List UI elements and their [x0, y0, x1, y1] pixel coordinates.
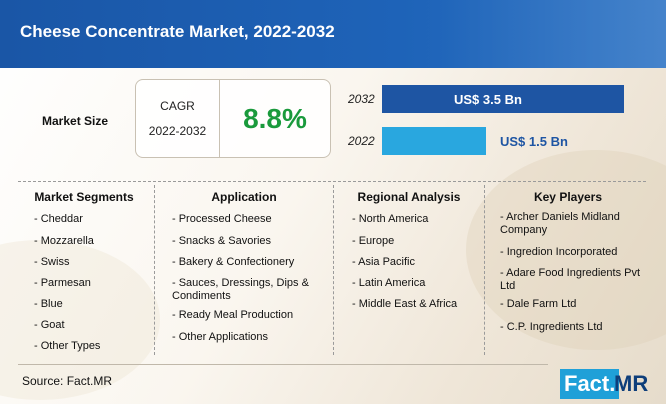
- section-divider: [18, 181, 646, 182]
- list-item: - Ingredion Incorporated: [500, 246, 618, 258]
- cagr-divider: [219, 80, 220, 157]
- list-item: - Ready Meal Production: [172, 309, 294, 321]
- logo-fact: Fact.: [560, 369, 620, 399]
- bar-value-label: US$ 3.5 Bn: [454, 92, 522, 107]
- list-item: - Blue: [34, 298, 63, 310]
- logo-mr: MR: [614, 371, 649, 396]
- bar-value-label: US$ 1.5 Bn: [500, 134, 568, 149]
- bar-2032: [382, 85, 624, 113]
- list-item: - Latin America: [352, 277, 426, 289]
- list-item: - Processed Cheese: [172, 213, 272, 225]
- column-heading: Market Segments: [34, 190, 134, 204]
- list-item: - Adare Food Ingredients Pvt Ltd: [500, 267, 641, 292]
- cagr-period: 2022-2032: [148, 124, 207, 138]
- cagr-label: CAGR: [160, 99, 195, 113]
- cagr-value: 8.8%: [243, 103, 307, 134]
- column-heading: Key Players: [533, 190, 603, 204]
- cagr-box: CAGR 2022-2032 8.8%: [135, 79, 331, 158]
- column-divider: [333, 185, 334, 355]
- list-item: - Goat: [34, 319, 65, 331]
- header-shade: [436, 0, 666, 68]
- list-item: - Dale Farm Ltd: [500, 298, 577, 310]
- list-item: - Europe: [352, 235, 395, 247]
- page-title: Cheese Concentrate Market, 2022-2032: [20, 22, 335, 41]
- column-divider: [154, 185, 155, 355]
- footer-divider: [18, 364, 548, 365]
- bar-category-label: 2032: [348, 92, 375, 106]
- list-item: - Snacks & Savories: [172, 235, 272, 247]
- list-item: - Bakery & Confectionery: [172, 256, 295, 268]
- bar-2022: [382, 127, 486, 155]
- list-item: - Other Applications: [172, 331, 268, 343]
- list-item: - Cheddar: [34, 213, 83, 225]
- list-item: - Sauces, Dressings, Dips & Condiments: [172, 277, 309, 302]
- source-note: Source: Fact.MR: [22, 374, 113, 388]
- market-size-label: Market Size: [42, 114, 109, 128]
- column-heading: Regional Analysis: [357, 190, 461, 204]
- list-item: - Middle East & Africa: [352, 298, 458, 310]
- column-heading: Application: [211, 190, 277, 204]
- bar-category-label: 2022: [348, 134, 375, 148]
- list-item: - North America: [352, 213, 429, 225]
- list-item: - Mozzarella: [34, 235, 94, 247]
- list-item: - Swiss: [34, 256, 70, 268]
- list-item: - Other Types: [34, 340, 101, 352]
- background-decoration: [466, 150, 666, 350]
- list-item: - Archer Daniels Midland Company: [500, 211, 620, 236]
- factmr-logo: Fact. MR: [558, 364, 666, 404]
- list-item: - C.P. Ingredients Ltd: [500, 321, 603, 333]
- list-item: - Asia Pacific: [352, 256, 415, 268]
- column-divider: [484, 185, 485, 355]
- header-banner: Cheese Concentrate Market, 2022-2032: [0, 0, 666, 68]
- list-item: - Parmesan: [34, 277, 91, 289]
